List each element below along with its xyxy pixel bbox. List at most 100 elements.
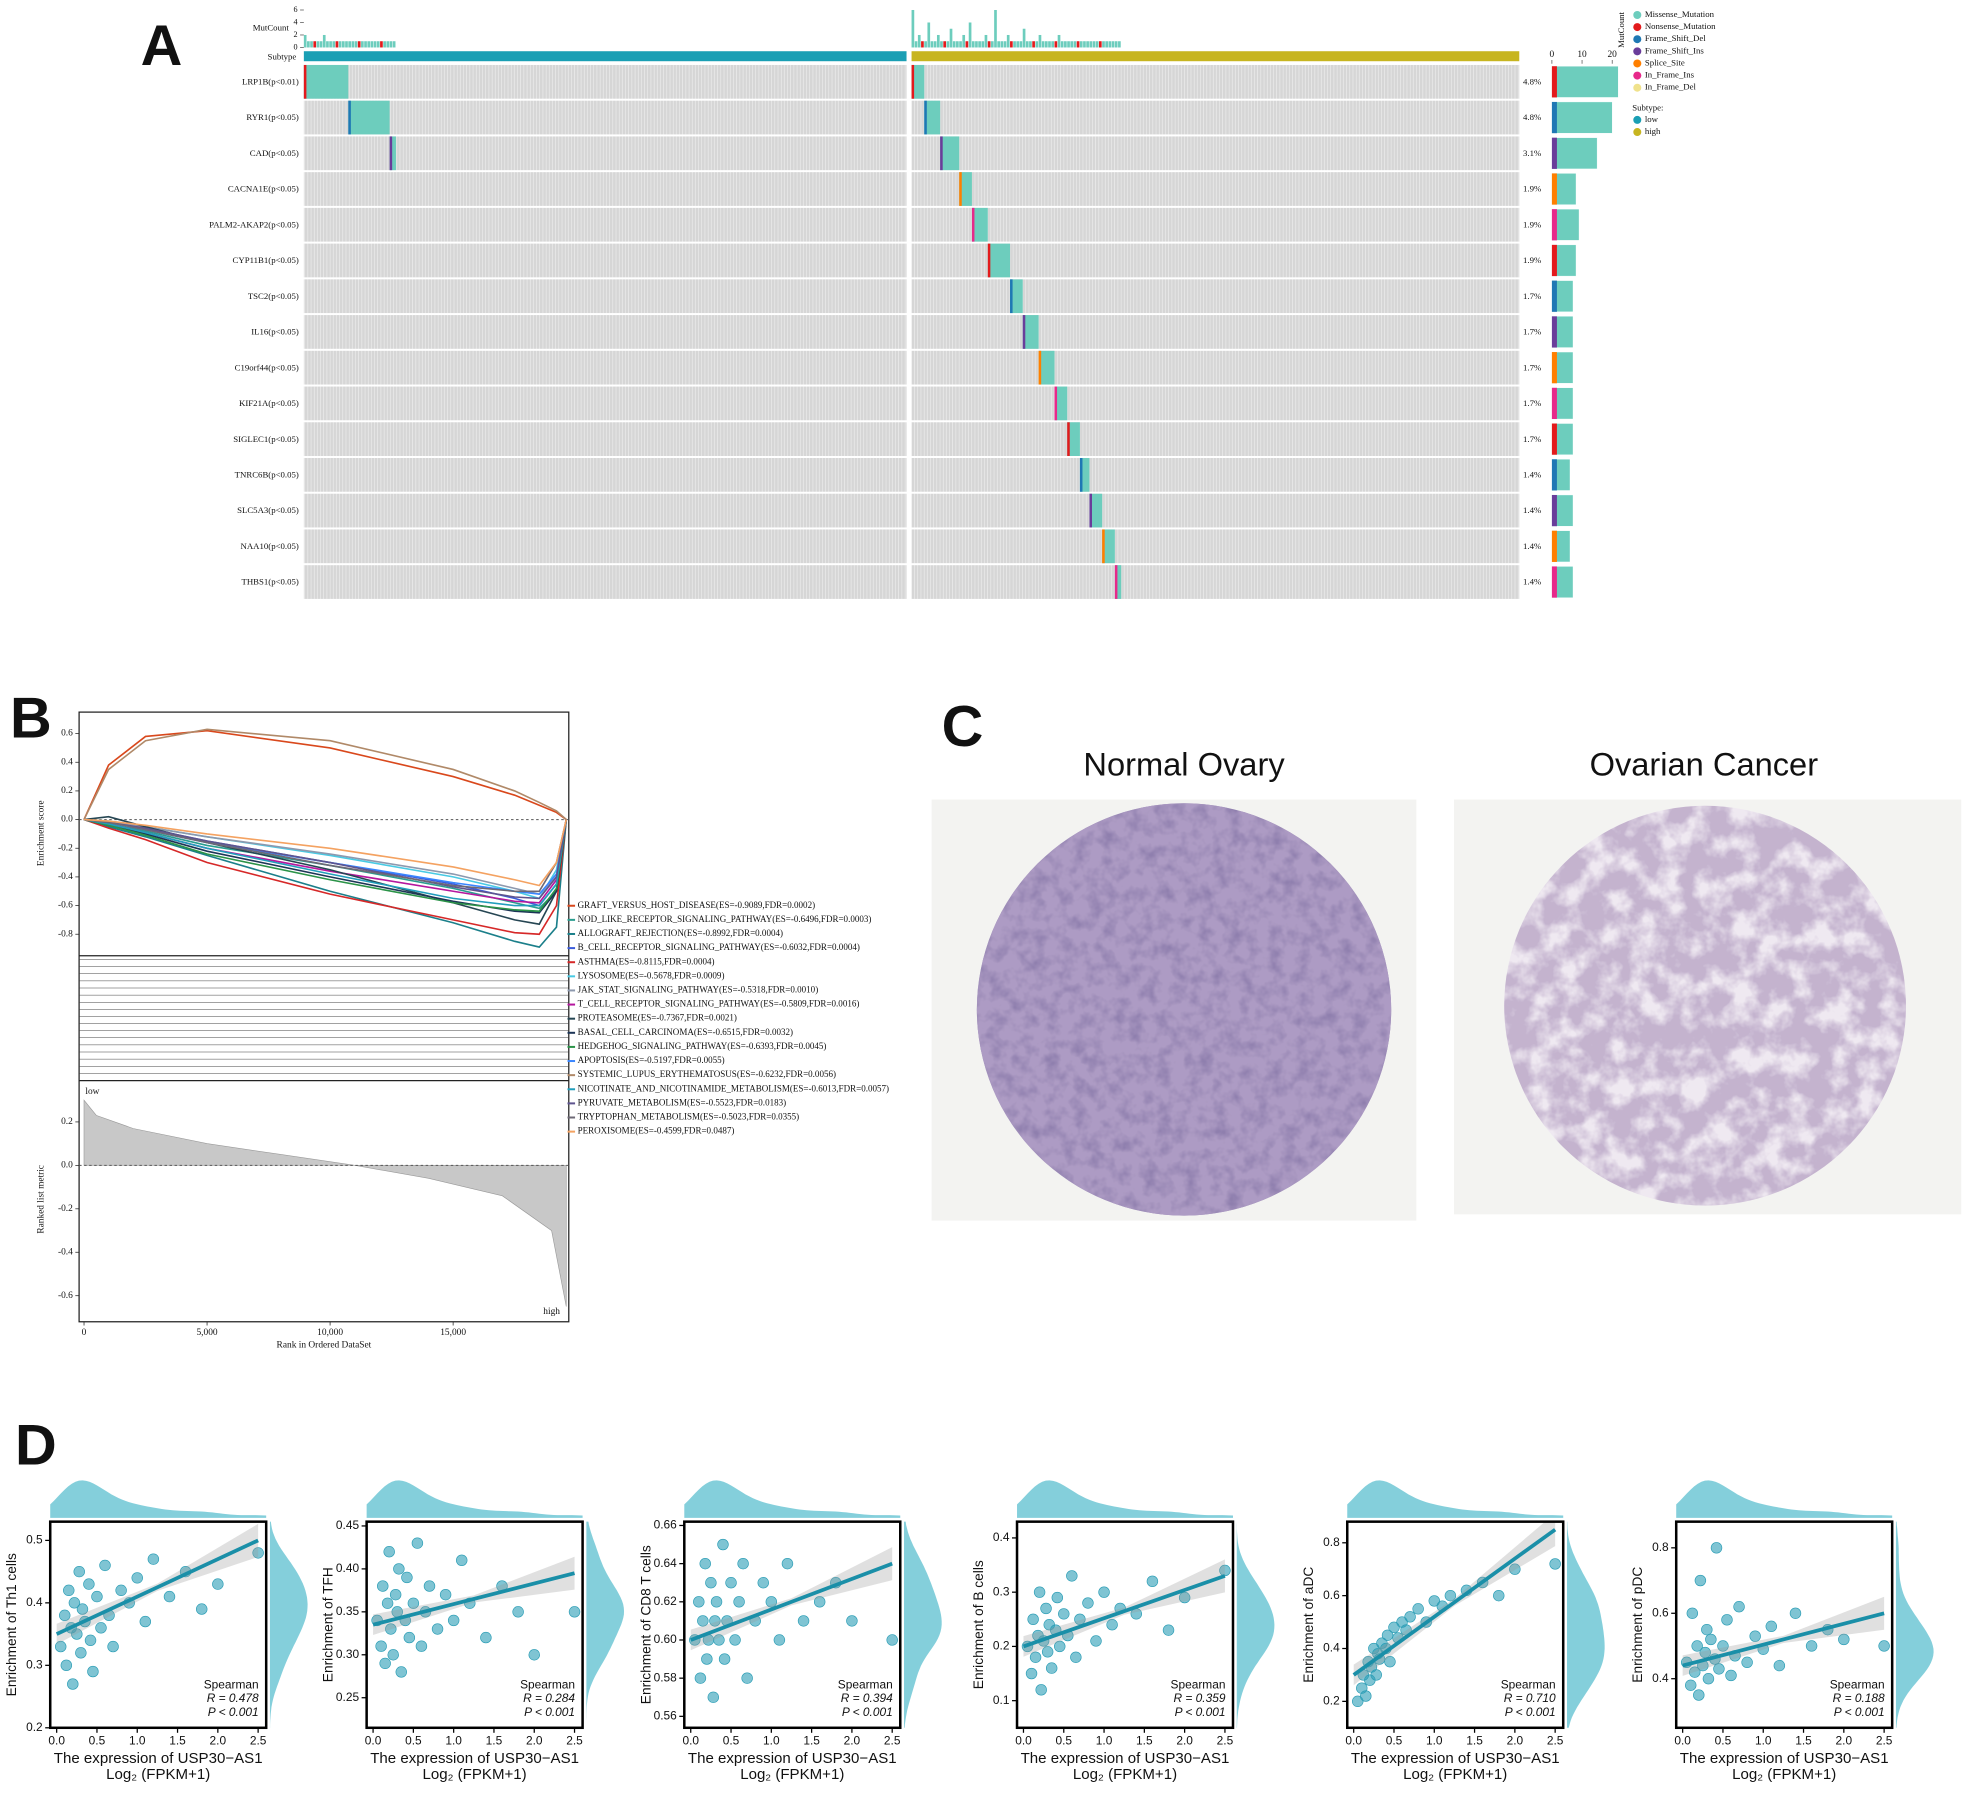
- y-tick-label: -0.2: [58, 1204, 73, 1214]
- plot-frame: [683, 1520, 902, 1730]
- gene-label: SLC5A3(p<0.05): [237, 505, 299, 515]
- point: [1773, 1659, 1786, 1672]
- legend-label: Splice_Site: [1645, 57, 1685, 67]
- point: [1074, 1613, 1086, 1625]
- legend-swatch: [1633, 23, 1642, 32]
- panel-label: C: [942, 695, 984, 759]
- mutation-accent: [1010, 279, 1013, 314]
- legend-swatch: [1633, 115, 1642, 124]
- panel-label: D: [15, 1414, 57, 1478]
- frequency-label: 1.7%: [1523, 291, 1541, 301]
- x-tick-label: 1.5: [1795, 1734, 1812, 1748]
- gene-count-accent: [1551, 244, 1557, 277]
- gene-label: TNRC6B(p<0.05): [235, 470, 299, 480]
- x-tick-label: 1.5: [486, 1734, 503, 1748]
- y-tick-label: 0.58: [654, 1670, 678, 1684]
- point: [1686, 1607, 1699, 1619]
- sample-mutcount-bar: [949, 28, 953, 48]
- plot-area: [1680, 1542, 1890, 1701]
- legend-swatch: [1633, 71, 1642, 80]
- x-axis-label: The expression of USP30−AS1: [1021, 1750, 1230, 1767]
- point: [75, 1647, 87, 1659]
- y-axis-label: Enrichment of CD8 T cells: [638, 1545, 653, 1704]
- mutation-block: [348, 100, 390, 135]
- x-tick-label: 0.5: [1715, 1734, 1732, 1748]
- x-tick-label: 20: [1607, 50, 1617, 60]
- x-tick-label: 2.0: [1507, 1734, 1524, 1748]
- sample-mutcount-bar: [1102, 41, 1105, 48]
- point: [1710, 1542, 1723, 1554]
- gene-count-accent: [1551, 66, 1557, 98]
- frequency-label: 1.7%: [1523, 327, 1541, 337]
- sample-mutcount-bar: [930, 41, 934, 48]
- mutation-block: [1089, 493, 1103, 528]
- legend-label: SYSTEMIC_LUPUS_ERYTHEMATOSUS(ES=-0.6232,…: [578, 1069, 836, 1079]
- point: [1805, 1640, 1818, 1652]
- point: [693, 1596, 705, 1608]
- sample-mutcount-bar: [981, 41, 985, 48]
- stat-label: P < 0.001: [208, 1705, 259, 1719]
- frequency-label: 1.7%: [1523, 398, 1541, 408]
- legend-label: Frame_Shift_Ins: [1645, 45, 1705, 55]
- legend-label: Missense_Mutation: [1645, 9, 1715, 19]
- mutation-accent: [1067, 422, 1070, 456]
- sample-mutcount-bar: [392, 41, 396, 48]
- gene-label: CAD(p<0.05): [250, 148, 299, 158]
- mutation-accent: [987, 243, 991, 278]
- stat-label: Spearman: [204, 1677, 259, 1691]
- frequency-label: 1.9%: [1523, 255, 1541, 265]
- point: [733, 1596, 745, 1608]
- sample-mutcount-bar: [1114, 41, 1118, 48]
- mutation-accent: [911, 64, 915, 99]
- stat-label: R = 0.188: [1833, 1691, 1885, 1705]
- ranked-metric-area: [83, 1099, 567, 1307]
- sample-mutcount-bar: [354, 41, 358, 48]
- sample-mutcount-bar: [1067, 41, 1070, 48]
- x-tick-label: 1.5: [1466, 1734, 1483, 1748]
- sample-mutcount-bar: [1016, 41, 1020, 48]
- cell-row: [911, 315, 1520, 349]
- sample-mutcount-bar: [361, 41, 364, 48]
- sample-mutcount-bar: [1111, 41, 1115, 48]
- stat-label: P < 0.001: [524, 1705, 575, 1719]
- y-tick-label: 0.4: [1323, 1641, 1340, 1655]
- y-tick-label: 0.45: [336, 1518, 360, 1532]
- y-tick-label: 0.64: [654, 1556, 678, 1570]
- sample-mutcount-bar: [1092, 41, 1096, 48]
- mutation-block: [303, 64, 349, 99]
- sample-mutcount-bar: [971, 41, 975, 48]
- legend-swatch: [1633, 35, 1642, 44]
- legend-label: PYRUVATE_METABOLISM(ES=-0.5523,FDR=0.018…: [578, 1097, 787, 1107]
- frequency-label: 1.7%: [1523, 434, 1541, 444]
- y-tick-label: 0.4: [61, 757, 73, 767]
- mutation-block: [971, 207, 988, 242]
- x-tick-label: 2.5: [1876, 1734, 1893, 1748]
- count-axis-label: MutCount: [1616, 11, 1626, 47]
- x-tick-label: 10: [1577, 50, 1587, 60]
- point: [710, 1596, 723, 1608]
- point: [757, 1577, 769, 1589]
- legend-swatch: [1633, 83, 1642, 92]
- x-tick-label: 5,000: [196, 1328, 217, 1338]
- point: [389, 1588, 402, 1601]
- point: [91, 1590, 103, 1603]
- sample-mutcount-bar: [990, 41, 994, 48]
- cell-row: [303, 422, 907, 456]
- sample-mutcount-bar: [946, 41, 950, 48]
- x-density: [1347, 1480, 1564, 1518]
- gene-label: IL16(p<0.05): [251, 327, 299, 337]
- sample-mutcount-bar: [1025, 41, 1029, 48]
- point: [1428, 1595, 1440, 1607]
- cell-row: [303, 100, 907, 135]
- stat-label: P < 0.001: [1175, 1705, 1226, 1719]
- sample-mutcount-bar: [1057, 34, 1061, 48]
- sample-mutcount-bar: [997, 41, 1001, 48]
- sample-mutcount-bar: [917, 34, 921, 48]
- x-tick-label: 2.5: [566, 1734, 583, 1748]
- sample-mutcount-bar: [1013, 41, 1016, 48]
- x-axis-label: Log₂ (FPKM+1): [1403, 1766, 1507, 1783]
- confidence-band: [56, 1523, 259, 1645]
- ihc-core: [1504, 805, 1906, 1206]
- y-tick-label: 6: [294, 5, 298, 14]
- gene-label: TSC2(p<0.05): [248, 291, 299, 301]
